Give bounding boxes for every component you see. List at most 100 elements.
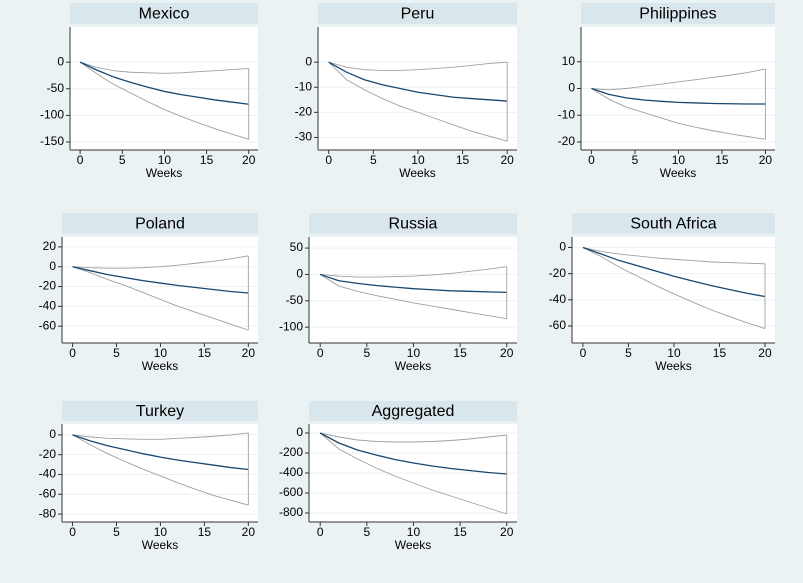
series-line (319, 432, 507, 475)
y-tick-label: -10 (558, 107, 576, 121)
x-axis-label: Weeks (395, 359, 431, 373)
x-tick-label: 5 (370, 153, 377, 167)
panel-title: Aggregated (372, 403, 455, 420)
x-axis-label: Weeks (655, 359, 691, 373)
y-tick-label: -600 (279, 485, 303, 499)
series-line (319, 274, 507, 320)
y-tick-label: -60 (39, 318, 57, 332)
x-axis-label: Weeks (146, 166, 182, 180)
x-tick-label: 15 (200, 153, 214, 167)
y-tick-label: 20 (43, 239, 57, 253)
y-tick-label: -80 (39, 506, 57, 520)
x-tick-label: 5 (113, 346, 120, 360)
y-tick-label: -50 (47, 81, 65, 95)
y-tick-label: -40 (549, 292, 567, 306)
panel-title: Poland (135, 216, 185, 233)
x-tick-label: 5 (625, 346, 632, 360)
y-tick-label: 0 (568, 81, 575, 95)
y-tick-label: 0 (559, 240, 566, 254)
plot-area (572, 237, 775, 343)
x-tick-label: 10 (154, 346, 168, 360)
series-line (320, 432, 507, 443)
y-tick-label: -800 (279, 505, 303, 519)
y-tick-label: 0 (57, 54, 64, 68)
title-strip (309, 401, 517, 421)
series-line (328, 61, 508, 142)
x-axis-label: Weeks (142, 359, 178, 373)
y-tick-label: -100 (279, 319, 303, 333)
x-tick-label: 20 (501, 153, 515, 167)
series-line (319, 432, 507, 515)
x-axis-label: Weeks (142, 538, 178, 552)
x-tick-label: 5 (363, 525, 370, 539)
series-line (582, 247, 766, 330)
title-strip (581, 3, 775, 24)
plot-area (62, 424, 258, 522)
plot-area (309, 237, 517, 343)
y-tick-label: 0 (49, 259, 56, 273)
y-tick-label: -100 (40, 108, 64, 122)
panel-title: Turkey (136, 403, 184, 420)
x-tick-label: 10 (667, 346, 681, 360)
series-line (72, 266, 249, 331)
series-line (72, 432, 249, 440)
title-strip (309, 213, 517, 234)
x-axis-label: Weeks (399, 166, 435, 180)
x-axis-label: Weeks (660, 166, 696, 180)
y-tick-label: -200 (279, 445, 303, 459)
panel-title: Peru (401, 6, 435, 23)
plot-area (318, 27, 517, 150)
x-tick-label: 0 (69, 525, 76, 539)
series-line (328, 61, 508, 102)
series-line (591, 87, 766, 105)
series-line (79, 61, 249, 74)
y-tick-label: -20 (549, 266, 567, 280)
x-tick-label: 5 (632, 153, 639, 167)
y-tick-label: 0 (305, 54, 312, 68)
series-line (72, 255, 249, 269)
y-tick-label: -400 (279, 465, 303, 479)
x-tick-label: 0 (580, 346, 587, 360)
series-line (79, 61, 249, 140)
y-tick-label: 0 (49, 427, 56, 441)
y-tick-label: -40 (39, 299, 57, 313)
y-tick-label: -10 (295, 79, 313, 93)
x-tick-label: 0 (77, 153, 84, 167)
x-axis-label: Weeks (395, 538, 431, 552)
plot-area (62, 237, 258, 343)
x-tick-label: 20 (500, 525, 514, 539)
x-tick-label: 5 (119, 153, 126, 167)
panel-title: Russia (389, 216, 438, 233)
title-strip (62, 213, 258, 234)
series-line (328, 61, 508, 71)
series-line (79, 61, 249, 105)
panel-title: Mexico (139, 6, 190, 23)
y-tick-label: 0 (296, 425, 303, 439)
title-strip (318, 3, 517, 24)
panel-title: South Africa (630, 216, 716, 233)
y-tick-label: -20 (39, 447, 57, 461)
y-tick-label: -20 (558, 134, 576, 148)
x-tick-label: 5 (113, 525, 120, 539)
panel-title: Philippines (639, 6, 716, 23)
x-tick-label: 0 (317, 525, 324, 539)
x-tick-label: 20 (242, 525, 256, 539)
series-line (582, 247, 766, 265)
x-tick-label: 10 (407, 346, 421, 360)
y-tick-label: 0 (296, 267, 303, 281)
y-tick-label: 10 (562, 54, 576, 68)
series-line (319, 273, 507, 294)
y-tick-label: -150 (40, 134, 64, 148)
x-tick-label: 10 (672, 153, 686, 167)
x-tick-label: 20 (500, 346, 514, 360)
y-tick-label: -40 (39, 467, 57, 481)
x-tick-label: 15 (198, 525, 212, 539)
x-tick-label: 0 (588, 153, 595, 167)
x-tick-label: 15 (198, 346, 212, 360)
series-line (582, 246, 766, 298)
y-tick-label: -30 (295, 130, 313, 144)
y-tick-label: 50 (290, 240, 304, 254)
x-tick-label: 0 (69, 346, 76, 360)
x-tick-label: 20 (242, 153, 256, 167)
